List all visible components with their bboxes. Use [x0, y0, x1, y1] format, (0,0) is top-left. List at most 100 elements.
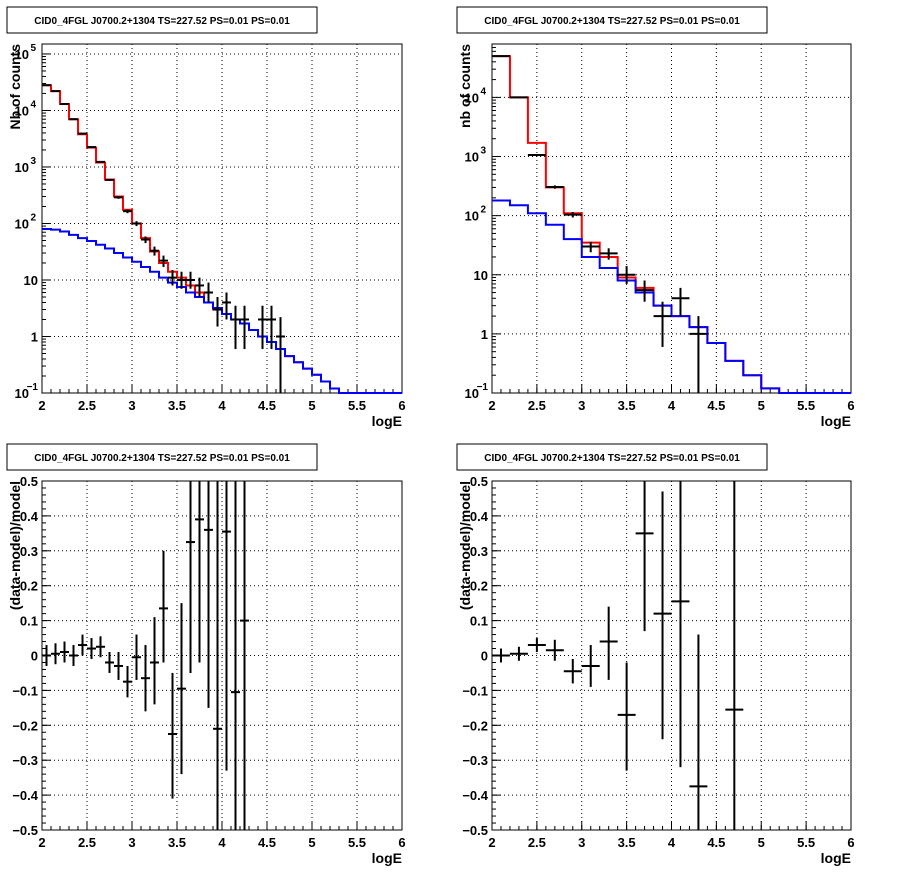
plot-frame [41, 43, 403, 394]
x-tick-label: 2 [38, 835, 45, 850]
data-point [195, 277, 204, 297]
data-point [671, 287, 690, 317]
data-point [617, 266, 636, 284]
y-tick-label: 10 [24, 273, 38, 288]
data-point [177, 603, 186, 775]
y-tick-label: −0.5 [462, 823, 488, 838]
data-point [509, 646, 528, 661]
x-tick-label: 5.5 [348, 835, 366, 850]
data-point [150, 246, 159, 256]
x-tick-label: 6 [398, 835, 405, 850]
x-tick-label: 6 [847, 835, 854, 850]
y-tick-label: −0.1 [12, 683, 38, 698]
y-tick-label: 0.3 [470, 544, 488, 559]
data-point [599, 606, 618, 680]
y-tick-label: 0 [31, 649, 38, 664]
y-tick-label: 1 [481, 327, 488, 342]
data-point [635, 481, 654, 632]
y-tick-label: −0.3 [462, 753, 488, 768]
x-tick-label: 3 [128, 835, 135, 850]
x-axis-label: logE [372, 850, 402, 866]
data-point [581, 241, 600, 253]
data-point [527, 638, 546, 653]
title-box [6, 6, 318, 34]
chart-title: CID0_4FGL J0700.2+1304 TS=227.52 PS=0.01… [484, 16, 740, 27]
x-tick-label: 2 [38, 398, 45, 413]
x-tick-label: 3 [128, 398, 135, 413]
x-tick-label: 5.5 [348, 398, 366, 413]
y-tick-exponent: 3 [30, 156, 36, 167]
title-box [456, 443, 768, 471]
data-point [168, 672, 177, 799]
data-point [231, 305, 240, 350]
data-point [213, 296, 222, 327]
x-tick-label: 5 [758, 398, 765, 413]
data-point [159, 550, 168, 663]
x-tick-label: 6 [847, 398, 854, 413]
x-tick-label: 4.5 [258, 398, 276, 413]
y-tick-label: 10 [465, 150, 479, 165]
x-tick-label: 5.5 [797, 398, 815, 413]
x-tick-label: 2 [488, 835, 495, 850]
data-point [195, 481, 204, 663]
y-tick-label: 10 [465, 386, 479, 401]
y-tick-label: −0.2 [12, 718, 38, 733]
y-tick-label: 10 [465, 209, 479, 224]
y-tick-label: 0.5 [20, 474, 38, 489]
data-point [222, 481, 231, 771]
data-point [527, 154, 546, 157]
data-point [96, 636, 105, 658]
x-tick-label: 2.5 [78, 835, 96, 850]
x-tick-label: 2.5 [528, 398, 546, 413]
y-tick-exponent: 4 [30, 99, 36, 110]
y-tick-label: 0.3 [20, 544, 38, 559]
data-point [492, 648, 510, 663]
data-point [563, 212, 582, 218]
y-tick-label: 0.4 [20, 509, 39, 524]
y-tick-label: 10 [15, 160, 29, 175]
x-tick-label: 4.5 [707, 398, 725, 413]
x-tick-label: 3.5 [168, 835, 186, 850]
data-point [132, 634, 141, 680]
data-point [240, 305, 249, 350]
y-tick-label: −0.5 [12, 823, 38, 838]
y-tick-label: −0.2 [462, 718, 488, 733]
x-tick-label: 2 [488, 398, 495, 413]
data-point [204, 481, 213, 708]
x-tick-label: 5 [308, 835, 315, 850]
data-point [78, 634, 87, 656]
y-tick-label: 10 [15, 386, 29, 401]
data-point [78, 132, 87, 135]
x-tick-label: 3.5 [618, 835, 636, 850]
data-point [653, 491, 672, 740]
data-point [689, 316, 708, 393]
data-point [51, 643, 60, 665]
data-point [168, 270, 177, 286]
plot-frame [491, 480, 852, 831]
data-point [204, 282, 213, 303]
data-point [581, 645, 600, 687]
x-tick-label: 3 [578, 835, 585, 850]
x-tick-label: 3 [578, 398, 585, 413]
y-tick-exponent: −1 [27, 382, 39, 393]
data-point [635, 280, 654, 302]
y-tick-exponent: 2 [480, 205, 486, 216]
x-tick-label: 5.5 [797, 835, 815, 850]
x-tick-label: 4.5 [707, 835, 725, 850]
data-point [87, 146, 96, 149]
data-point [87, 638, 96, 659]
data-point [114, 652, 123, 680]
data-point [563, 658, 582, 684]
y-tick-label: 0.5 [470, 474, 488, 489]
data-point [105, 178, 114, 181]
y-axis-label: (data-model)/model [457, 481, 473, 610]
x-axis-label: logE [821, 413, 851, 429]
chart-panel-2: CID0_4FGL J0700.2+1304 TS=227.52 PS=0.01… [456, 6, 855, 429]
chart-title: CID0_4FGL J0700.2+1304 TS=227.52 PS=0.01… [34, 453, 290, 464]
data-point [159, 255, 168, 267]
chart-panel-4: CID0_4FGL J0700.2+1304 TS=227.52 PS=0.01… [456, 443, 855, 866]
data-point [258, 305, 267, 350]
x-tick-label: 4.5 [258, 835, 276, 850]
title-box [6, 443, 318, 471]
y-tick-exponent: −1 [477, 382, 489, 393]
